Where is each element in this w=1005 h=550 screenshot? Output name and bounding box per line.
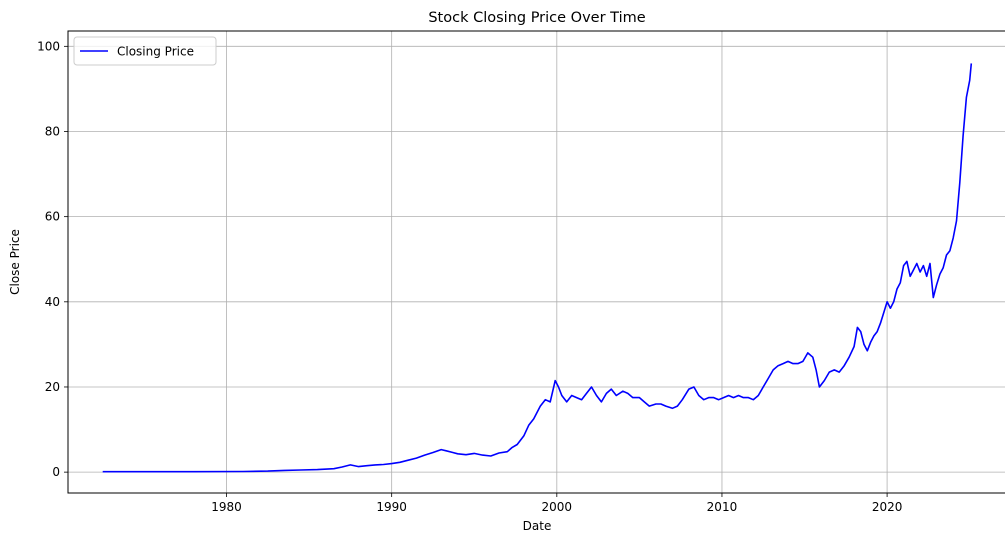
y-tick-label: 80: [45, 124, 60, 138]
chart-title: Stock Closing Price Over Time: [428, 10, 645, 26]
y-tick-label: 60: [45, 210, 60, 224]
y-tick-label: 0: [52, 465, 60, 479]
legend: Closing Price: [74, 37, 216, 65]
legend-label: Closing Price: [117, 45, 194, 59]
x-tick-label: 1980: [211, 500, 242, 514]
x-tick-label: 2000: [542, 500, 573, 514]
x-tick-label: 2010: [707, 500, 738, 514]
x-tick-label: 1990: [376, 500, 407, 514]
x-axis-label: Date: [523, 519, 552, 533]
y-tick-label: 20: [45, 380, 60, 394]
y-tick-label: 100: [37, 39, 60, 53]
x-tick-label: 2020: [872, 500, 903, 514]
y-tick-label: 40: [45, 295, 60, 309]
y-axis-label: Close Price: [8, 229, 22, 295]
